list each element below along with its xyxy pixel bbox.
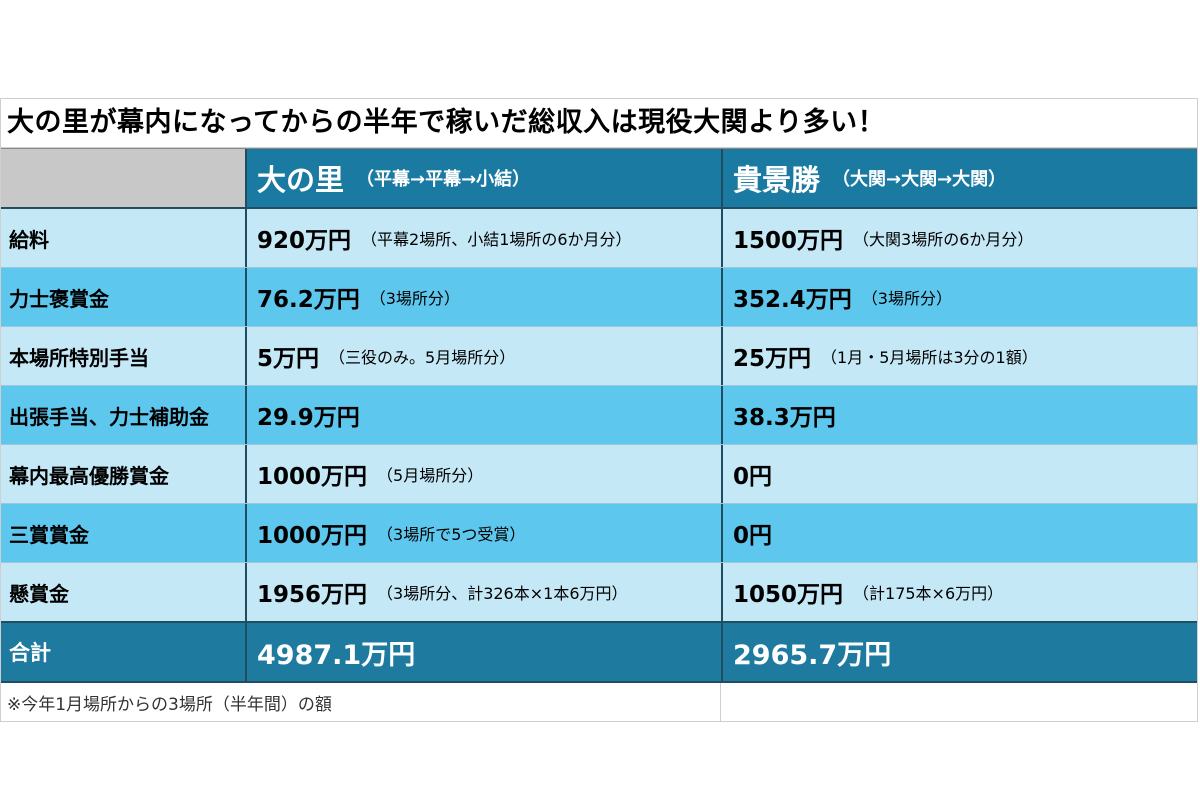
- onosato-amount: 29.9万円: [257, 405, 360, 431]
- takakeisho-cell: 38.3万円: [721, 386, 1197, 444]
- table-row: 出張手当、力士補助金 29.9万円 38.3万円: [1, 385, 1197, 444]
- row-label: 懸賞金: [9, 581, 69, 606]
- table-row: 幕内最高優勝賞金 1000万円 （5月場所分） 0円: [1, 444, 1197, 503]
- onosato-amount: 76.2万円: [257, 287, 360, 313]
- table-row: 三賞賞金 1000万円 （3場所で5つ受賞） 0円: [1, 503, 1197, 562]
- onosato-cell: 76.2万円 （3場所分）: [245, 268, 721, 326]
- takakeisho-cell: 352.4万円 （3場所分）: [721, 268, 1197, 326]
- takakeisho-cell: 1500万円 （大関3場所の6か月分）: [721, 209, 1197, 267]
- wrestler-name-onosato: 大の里: [257, 163, 345, 197]
- row-label: 幕内最高優勝賞金: [9, 463, 169, 488]
- rank-history-takakeisho: （大関→大関→大関）: [832, 169, 1007, 190]
- onosato-note: （3場所分）: [369, 289, 460, 308]
- onosato-cell: 920万円 （平幕2場所、小結1場所の6か月分）: [245, 209, 721, 267]
- takakeisho-amount: 0円: [733, 523, 773, 549]
- onosato-note: （三役のみ。5月場所分）: [329, 348, 516, 367]
- table-row: 力士褒賞金 76.2万円 （3場所分） 352.4万円 （3場所分）: [1, 267, 1197, 326]
- total-takakeisho-cell: 2965.7万円: [721, 623, 1197, 681]
- onosato-cell: 1000万円 （5月場所分）: [245, 445, 721, 503]
- onosato-amount: 1956万円: [257, 582, 368, 608]
- table-header-row: 大の里 （平幕→平幕→小結） 貴景勝 （大関→大関→大関）: [1, 148, 1197, 209]
- takakeisho-note: （1月・5月場所は3分の1額）: [821, 348, 1038, 367]
- takakeisho-note: （3場所分）: [861, 289, 952, 308]
- header-label-cell: [1, 149, 245, 207]
- footnote-row: ※今年1月場所からの3場所（半年間）の額: [1, 683, 1197, 721]
- onosato-note: （3場所分、計326本×1本6万円）: [377, 584, 628, 603]
- takakeisho-amount: 25万円: [733, 346, 812, 372]
- row-label: 給料: [9, 227, 49, 252]
- comparison-table: 大の里 （平幕→平幕→小結） 貴景勝 （大関→大関→大関） 給料 920万円 （平幕…: [0, 147, 1198, 722]
- onosato-cell: 1956万円 （3場所分、計326本×1本6万円）: [245, 563, 721, 621]
- takakeisho-amount: 1050万円: [733, 582, 844, 608]
- takakeisho-note: （大関3場所の6か月分）: [853, 230, 1034, 249]
- row-label: 力士褒賞金: [9, 286, 109, 311]
- takakeisho-cell: 1050万円 （計175本×6万円）: [721, 563, 1197, 621]
- takakeisho-amount: 0円: [733, 464, 773, 490]
- total-takakeisho-amount: 2965.7万円: [733, 639, 892, 671]
- onosato-amount: 5万円: [257, 346, 320, 372]
- takakeisho-note: （計175本×6万円）: [853, 584, 1004, 603]
- onosato-note: （3場所で5つ受賞）: [377, 525, 526, 544]
- total-row: 合計 4987.1万円 2965.7万円: [1, 621, 1197, 683]
- onosato-amount: 1000万円: [257, 464, 368, 490]
- row-label: 三賞賞金: [9, 522, 89, 547]
- table-row: 懸賞金 1956万円 （3場所分、計326本×1本6万円） 1050万円 （計175本×…: [1, 562, 1197, 621]
- total-label: 合計: [9, 641, 51, 665]
- onosato-note: （5月場所分）: [377, 466, 484, 485]
- row-label: 出張手当、力士補助金: [9, 404, 209, 429]
- footnote-empty-cell: [721, 683, 1197, 721]
- footnote: ※今年1月場所からの3場所（半年間）の額: [1, 683, 721, 721]
- onosato-cell: 1000万円 （3場所で5つ受賞）: [245, 504, 721, 562]
- takakeisho-cell: 25万円 （1月・5月場所は3分の1額）: [721, 327, 1197, 385]
- onosato-note: （平幕2場所、小結1場所の6か月分）: [361, 230, 632, 249]
- total-onosato-cell: 4987.1万円: [245, 623, 721, 681]
- onosato-cell: 29.9万円: [245, 386, 721, 444]
- header-takakeisho: 貴景勝 （大関→大関→大関）: [721, 149, 1197, 207]
- onosato-amount: 920万円: [257, 228, 352, 254]
- table-row: 本場所特別手当 5万円 （三役のみ。5月場所分） 25万円 （1月・5月場所は3分の1額…: [1, 326, 1197, 385]
- takakeisho-cell: 0円: [721, 445, 1197, 503]
- rank-history-onosato: （平幕→平幕→小結）: [356, 169, 531, 190]
- takakeisho-amount: 38.3万円: [733, 405, 836, 431]
- header-onosato: 大の里 （平幕→平幕→小結）: [245, 149, 721, 207]
- takakeisho-amount: 1500万円: [733, 228, 844, 254]
- wrestler-name-takakeisho: 貴景勝: [733, 163, 821, 197]
- page-title: 大の里が幕内になってからの半年で稼いだ総収入は現役大関より多い！: [0, 98, 1198, 147]
- total-onosato-amount: 4987.1万円: [257, 639, 416, 671]
- takakeisho-amount: 352.4万円: [733, 287, 852, 313]
- income-comparison-sheet: 大の里が幕内になってからの半年で稼いだ総収入は現役大関より多い！ 大の里 （平幕…: [0, 98, 1198, 722]
- row-label: 本場所特別手当: [9, 345, 149, 370]
- onosato-cell: 5万円 （三役のみ。5月場所分）: [245, 327, 721, 385]
- income-rows: 給料 920万円 （平幕2場所、小結1場所の6か月分） 1500万円 （大関3場所の6か…: [1, 209, 1197, 621]
- takakeisho-cell: 0円: [721, 504, 1197, 562]
- onosato-amount: 1000万円: [257, 523, 368, 549]
- table-row: 給料 920万円 （平幕2場所、小結1場所の6か月分） 1500万円 （大関3場所の6か…: [1, 209, 1197, 267]
